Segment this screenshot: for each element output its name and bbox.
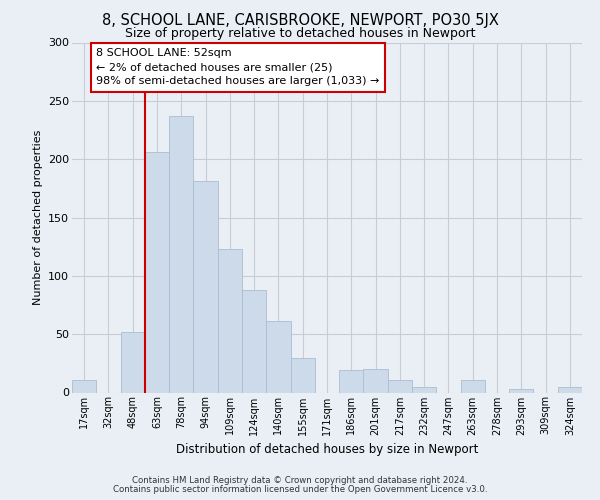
Bar (242, 290, 266, 392)
Y-axis label: Number of detached properties: Number of detached properties (32, 130, 43, 305)
Bar (266, 322, 290, 392)
Bar (218, 249, 242, 392)
Bar (461, 380, 485, 392)
Bar (193, 182, 218, 392)
Bar (169, 116, 193, 392)
Text: Contains HM Land Registry data © Crown copyright and database right 2024.: Contains HM Land Registry data © Crown c… (132, 476, 468, 485)
Text: Size of property relative to detached houses in Newport: Size of property relative to detached ho… (125, 28, 475, 40)
Text: Contains public sector information licensed under the Open Government Licence v3: Contains public sector information licen… (113, 485, 487, 494)
Bar (290, 358, 315, 392)
Bar (72, 380, 96, 392)
Bar (121, 332, 145, 392)
Bar (388, 380, 412, 392)
Bar (339, 370, 364, 392)
X-axis label: Distribution of detached houses by size in Newport: Distribution of detached houses by size … (176, 443, 478, 456)
Bar (145, 152, 169, 392)
Text: 8 SCHOOL LANE: 52sqm
← 2% of detached houses are smaller (25)
98% of semi-detach: 8 SCHOOL LANE: 52sqm ← 2% of detached ho… (96, 48, 380, 86)
Bar (509, 389, 533, 392)
Text: 8, SCHOOL LANE, CARISBROOKE, NEWPORT, PO30 5JX: 8, SCHOOL LANE, CARISBROOKE, NEWPORT, PO… (101, 12, 499, 28)
Bar (558, 386, 582, 392)
Bar (412, 386, 436, 392)
Bar (364, 369, 388, 392)
